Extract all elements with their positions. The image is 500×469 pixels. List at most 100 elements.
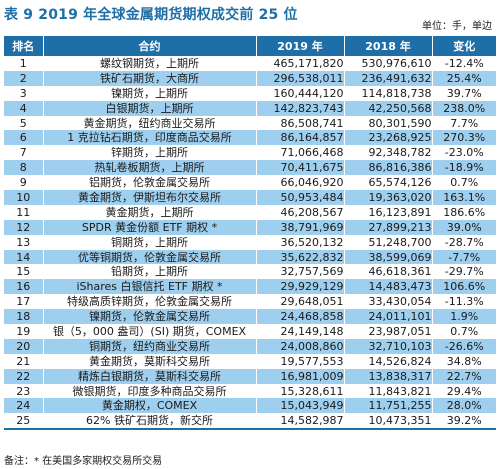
cell-change: 25.4% [432,70,496,86]
cell-2018-volume: 51,248,700 [344,234,433,250]
cell-contract: 1 克拉钻石期货，印度商品交易所 [43,130,257,146]
table-row: 5 黄金期货，纽约商业交易所 86,508,741 80,301,590 7.7% [4,115,496,131]
cell-contract: 银（5，000 盎司）(SI) 期货，COMEX [43,324,257,339]
table-header-row: 排名 合约 2019 年 2018 年 变化 [4,36,496,56]
cell-contract: 铜期货，纽约商业交易所 [43,338,257,354]
cell-change: 22.7% [432,368,496,384]
cell-change: -18.9% [432,160,496,176]
cell-2019-volume: 15,328,611 [256,383,345,399]
cell-2018-volume: 16,123,891 [344,204,433,220]
header-2019: 2019 年 [256,36,345,56]
cell-contract: 铁矿石期货，大商所 [43,70,257,86]
cell-2019-volume: 142,823,743 [256,100,345,116]
cell-2019-volume: 296,538,011 [256,70,345,86]
cell-contract: 62% 铁矿石期货，新交所 [43,413,257,430]
table-row: 21 黄金期货，莫斯科交易所 19,577,553 14,526,824 34.8% [4,353,496,369]
cell-rank: 11 [4,204,44,220]
table-row: 9 铝期货，伦敦金属交易所 66,046,920 65,574,126 0.7% [4,175,496,191]
cell-change: 1.9% [432,309,496,325]
cell-change: 28.0% [432,398,496,414]
cell-contract: 镍期货，伦敦金属交易所 [43,309,257,325]
table-row: 4 白银期货，上期所 142,823,743 42,250,568 238.0% [4,100,496,116]
cell-2018-volume: 65,574,126 [344,175,433,191]
cell-rank: 17 [4,294,44,310]
cell-2018-volume: 86,816,386 [344,160,433,176]
cell-2019-volume: 46,208,567 [256,204,345,220]
table-row: 25 62% 铁矿石期货，新交所 14,582,987 10,473,351 39.2% [4,413,496,430]
cell-rank: 19 [4,324,44,339]
cell-2018-volume: 14,526,824 [344,353,433,369]
table-row: 15 铅期货，上期所 32,757,569 46,618,361 -29.7% [4,264,496,280]
cell-contract: 铜期货，上期所 [43,234,257,250]
cell-rank: 13 [4,234,44,250]
cell-contract: 镍期货，上期所 [43,85,257,101]
table-row: 10 黄金期货，伊斯坦布尔交易所 50,953,484 19,363,020 163.1… [4,190,496,205]
cell-contract: 黄金期货，莫斯科交易所 [43,353,257,369]
table-title: 表 9 2019 年全球金属期货期权成交前 25 位 [4,7,298,23]
cell-2018-volume: 27,899,213 [344,219,433,235]
cell-2019-volume: 38,791,969 [256,219,345,235]
cell-contract: 热轧卷板期货，上期所 [43,160,257,176]
cell-change: 0.7% [432,324,496,339]
header-rank: 排名 [4,36,44,56]
cell-rank: 18 [4,309,44,325]
cell-2019-volume: 71,066,468 [256,145,345,161]
table-body: 1 螺纹钢期货，上期所 465,171,820 530,976,610 -12.4% 2 铁… [4,56,496,430]
cell-rank: 23 [4,383,44,399]
cell-contract: 精炼白银期货，莫斯科交易所 [43,368,257,384]
cell-2019-volume: 35,622,832 [256,249,345,265]
cell-2019-volume: 70,411,675 [256,160,345,176]
table-row: 11 黄金期货，上期所 46,208,567 16,123,891 186.6% [4,204,496,220]
table-row: 24 黄金期权，COMEX 15,043,949 11,751,255 28.0% [4,398,496,414]
cell-contract: 铅期货，上期所 [43,264,257,280]
cell-rank: 12 [4,219,44,235]
cell-2019-volume: 16,981,009 [256,368,345,384]
header-change: 变化 [432,36,496,56]
cell-change: 39.2% [432,413,496,430]
cell-2018-volume: 42,250,568 [344,100,433,116]
cell-rank: 24 [4,398,44,414]
cell-2018-volume: 14,483,473 [344,279,433,295]
cell-change: 39.0% [432,219,496,235]
cell-contract: 微银期货，印度多种商品交易所 [43,383,257,399]
cell-rank: 15 [4,264,44,280]
cell-contract: 优等铜期货，伦敦金属交易所 [43,249,257,265]
cell-rank: 5 [4,115,44,131]
cell-rank: 21 [4,353,44,369]
cell-2019-volume: 19,577,553 [256,353,345,369]
cell-rank: 7 [4,145,44,161]
cell-contract: 锌期货，上期所 [43,145,257,161]
cell-change: 270.3% [432,130,496,146]
cell-change: 0.7% [432,175,496,191]
cell-2019-volume: 86,508,741 [256,115,345,131]
cell-2018-volume: 46,618,361 [344,264,433,280]
cell-contract: SPDR 黄金份额 ETF 期权 * [43,219,257,235]
cell-rank: 22 [4,368,44,384]
table-row: 22 精炼白银期货，莫斯科交易所 16,981,009 13,838,317 22.7% [4,368,496,384]
cell-2018-volume: 33,430,054 [344,294,433,310]
table-row: 16 iShares 白银信托 ETF 期权 * 29,929,129 14,483,… [4,279,496,295]
cell-2018-volume: 32,710,103 [344,338,433,354]
cell-2019-volume: 29,929,129 [256,279,345,295]
cell-rank: 20 [4,338,44,354]
cell-contract: 黄金期货，伊斯坦布尔交易所 [43,190,257,205]
header-contract: 合约 [43,36,257,56]
cell-2018-volume: 38,599,069 [344,249,433,265]
cell-2019-volume: 86,164,857 [256,130,345,146]
cell-change: 34.8% [432,353,496,369]
cell-2018-volume: 530,976,610 [344,56,433,71]
unit-label: 单位：手，单边 [422,21,492,32]
cell-contract: 黄金期货，上期所 [43,204,257,220]
cell-rank: 8 [4,160,44,176]
cell-2018-volume: 236,491,632 [344,70,433,86]
cell-2018-volume: 23,987,051 [344,324,433,339]
cell-contract: 铝期货，伦敦金属交易所 [43,175,257,191]
cell-rank: 16 [4,279,44,295]
cell-2018-volume: 92,348,782 [344,145,433,161]
cell-rank: 9 [4,175,44,191]
table-row: 17 特级高质锌期货，伦敦金属交易所 29,648,051 33,430,054 -11… [4,294,496,310]
table-row: 13 铜期货，上期所 36,520,132 51,248,700 -28.7% [4,234,496,250]
cell-contract: iShares 白银信托 ETF 期权 * [43,279,257,295]
cell-contract: 特级高质锌期货，伦敦金属交易所 [43,294,257,310]
